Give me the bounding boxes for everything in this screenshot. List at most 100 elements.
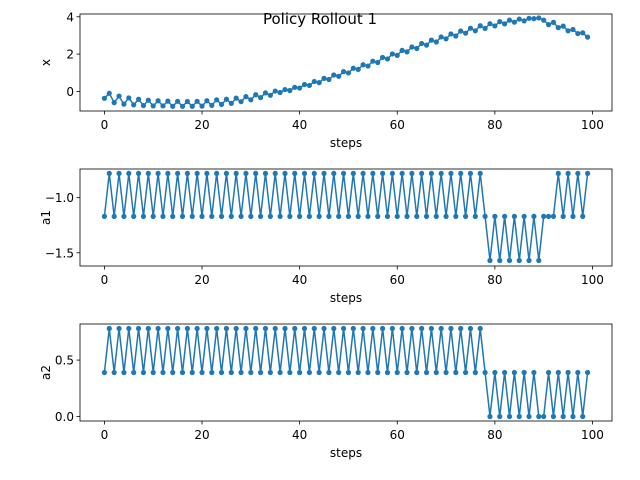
subplot-2-point-26 xyxy=(228,213,234,219)
subplot-3-point-40 xyxy=(297,369,303,376)
subplot-3-point-66 xyxy=(423,369,430,376)
subplot-1-point-12 xyxy=(160,103,166,109)
subplot-1-xlabel: steps xyxy=(330,136,362,150)
subplot-3-point-82 xyxy=(502,369,508,376)
subplot-2-point-70 xyxy=(443,213,449,219)
subplot-2-point-62 xyxy=(404,213,410,219)
subplot-1-point-97 xyxy=(575,30,581,37)
subplot-2-point-2 xyxy=(111,213,117,219)
subplot-1-point-90 xyxy=(541,17,547,23)
subplot-1-point-53 xyxy=(360,62,366,68)
subplot-3-point-42 xyxy=(306,369,312,376)
subplot-3-point-89 xyxy=(536,413,542,420)
subplot-1-point-43 xyxy=(311,78,317,85)
subplot-3-point-93 xyxy=(555,369,561,376)
subplot-3-point-25 xyxy=(223,325,230,332)
subplot-2-point-92 xyxy=(550,213,557,219)
subplot-3-point-73 xyxy=(458,325,464,332)
subplot-1-point-79 xyxy=(487,21,493,27)
subplot-1-point-70 xyxy=(443,36,449,42)
subplot-2-point-94 xyxy=(560,213,566,219)
subplots-container: 0 20 40 60 80 100 0 2 4 steps x 0 20 40 60 80 100 −1.5 −1.… xyxy=(39,10,613,460)
subplot-3-point-28 xyxy=(238,369,244,376)
subplot-2-point-37 xyxy=(282,170,288,177)
subplot-3-axes-frame xyxy=(79,323,613,422)
subplot-1-point-25 xyxy=(223,96,230,102)
subplot-2-xlabel: steps xyxy=(330,291,362,305)
subplot-3-point-75 xyxy=(467,325,474,332)
subplot-2-point-54 xyxy=(365,213,371,219)
subplot-1-point-47 xyxy=(331,72,337,78)
figure-title: Policy Rollout 1 xyxy=(263,10,377,28)
subplot-1-point-15 xyxy=(175,98,181,104)
subplot-2-point-86 xyxy=(521,213,527,219)
subplot-3-point-49 xyxy=(340,325,347,332)
subplot-3-point-78 xyxy=(482,369,488,376)
subplot-2-point-85 xyxy=(516,257,522,264)
subplot-3-point-77 xyxy=(477,325,483,332)
subplot-2-point-52 xyxy=(355,213,361,219)
subplot-3-point-7 xyxy=(135,325,142,332)
subplot-3-point-14 xyxy=(170,369,176,376)
subplot-2-point-31 xyxy=(253,170,259,177)
subplot-1-ytick-label-2: 4 xyxy=(66,10,74,24)
subplot-2-point-15 xyxy=(175,170,181,177)
subplot-3-point-95 xyxy=(565,369,571,376)
subplot-2-point-40 xyxy=(297,213,303,219)
subplot-3-point-94 xyxy=(560,413,566,420)
subplot-1-point-45 xyxy=(321,75,327,81)
subplot-2-xtick-label-1: 20 xyxy=(194,273,209,287)
subplot-2-point-35 xyxy=(272,170,278,177)
subplot-2-point-5 xyxy=(126,170,132,177)
subplot-2-point-72 xyxy=(453,213,459,219)
subplot-1-point-73 xyxy=(458,28,464,34)
subplot-1-axes-frame xyxy=(79,13,613,112)
subplot-2-point-46 xyxy=(326,213,332,219)
subplot-1-point-57 xyxy=(380,54,386,61)
subplot-3-point-64 xyxy=(414,369,420,376)
subplot-3-point-34 xyxy=(267,369,273,376)
subplot-1-point-42 xyxy=(306,82,312,89)
subplot-1-point-78 xyxy=(482,25,488,31)
subplot-1-point-58 xyxy=(384,56,391,62)
subplot-2-point-69 xyxy=(438,170,444,177)
subplot-2-point-11 xyxy=(155,170,161,177)
subplot-3-point-41 xyxy=(301,325,308,332)
subplot-2-point-30 xyxy=(248,213,254,219)
subplot-2-axes-frame xyxy=(79,168,613,267)
subplot-1-point-4 xyxy=(121,101,127,107)
subplot-2-point-10 xyxy=(150,213,156,219)
subplot-1-point-32 xyxy=(257,94,264,101)
subplot-2-point-65 xyxy=(419,170,425,177)
subplot-3-point-61 xyxy=(399,325,405,332)
subplot-3-point-57 xyxy=(380,325,386,332)
subplot-2-point-82 xyxy=(502,213,508,219)
subplot-2-point-53 xyxy=(360,170,366,177)
subplot-2-point-67 xyxy=(428,170,435,177)
subplot-3-point-17 xyxy=(184,325,190,332)
subplot-3-point-71 xyxy=(448,325,454,332)
subplot-3-point-68 xyxy=(433,369,439,376)
subplot-3-point-0 xyxy=(101,369,107,376)
subplot-3: 0 20 40 60 80 100 0.0 0.5 steps a2 xyxy=(39,323,613,460)
subplot-3-xtick-label-0: 0 xyxy=(101,428,109,442)
subplot-2-point-4 xyxy=(121,213,127,219)
subplot-1-point-37 xyxy=(282,86,288,93)
subplot-1-point-24 xyxy=(218,101,225,108)
subplot-2-xtick-label-5: 100 xyxy=(581,273,604,287)
subplot-3-point-54 xyxy=(365,369,371,376)
subplot-3-point-74 xyxy=(462,369,469,376)
subplot-3-point-11 xyxy=(155,325,161,332)
subplot-2-point-28 xyxy=(238,213,244,219)
subplot-1-point-65 xyxy=(419,40,425,47)
subplot-2-point-47 xyxy=(331,170,337,177)
subplot-2-point-49 xyxy=(340,170,347,177)
subplot-3-point-35 xyxy=(272,325,278,332)
subplot-2-point-9 xyxy=(145,170,151,177)
subplot-3-point-79 xyxy=(487,413,493,420)
subplot-2-point-22 xyxy=(209,213,215,219)
subplot-1-point-1 xyxy=(106,90,112,96)
subplot-2-point-55 xyxy=(370,170,376,177)
subplot-1-point-93 xyxy=(555,25,561,31)
